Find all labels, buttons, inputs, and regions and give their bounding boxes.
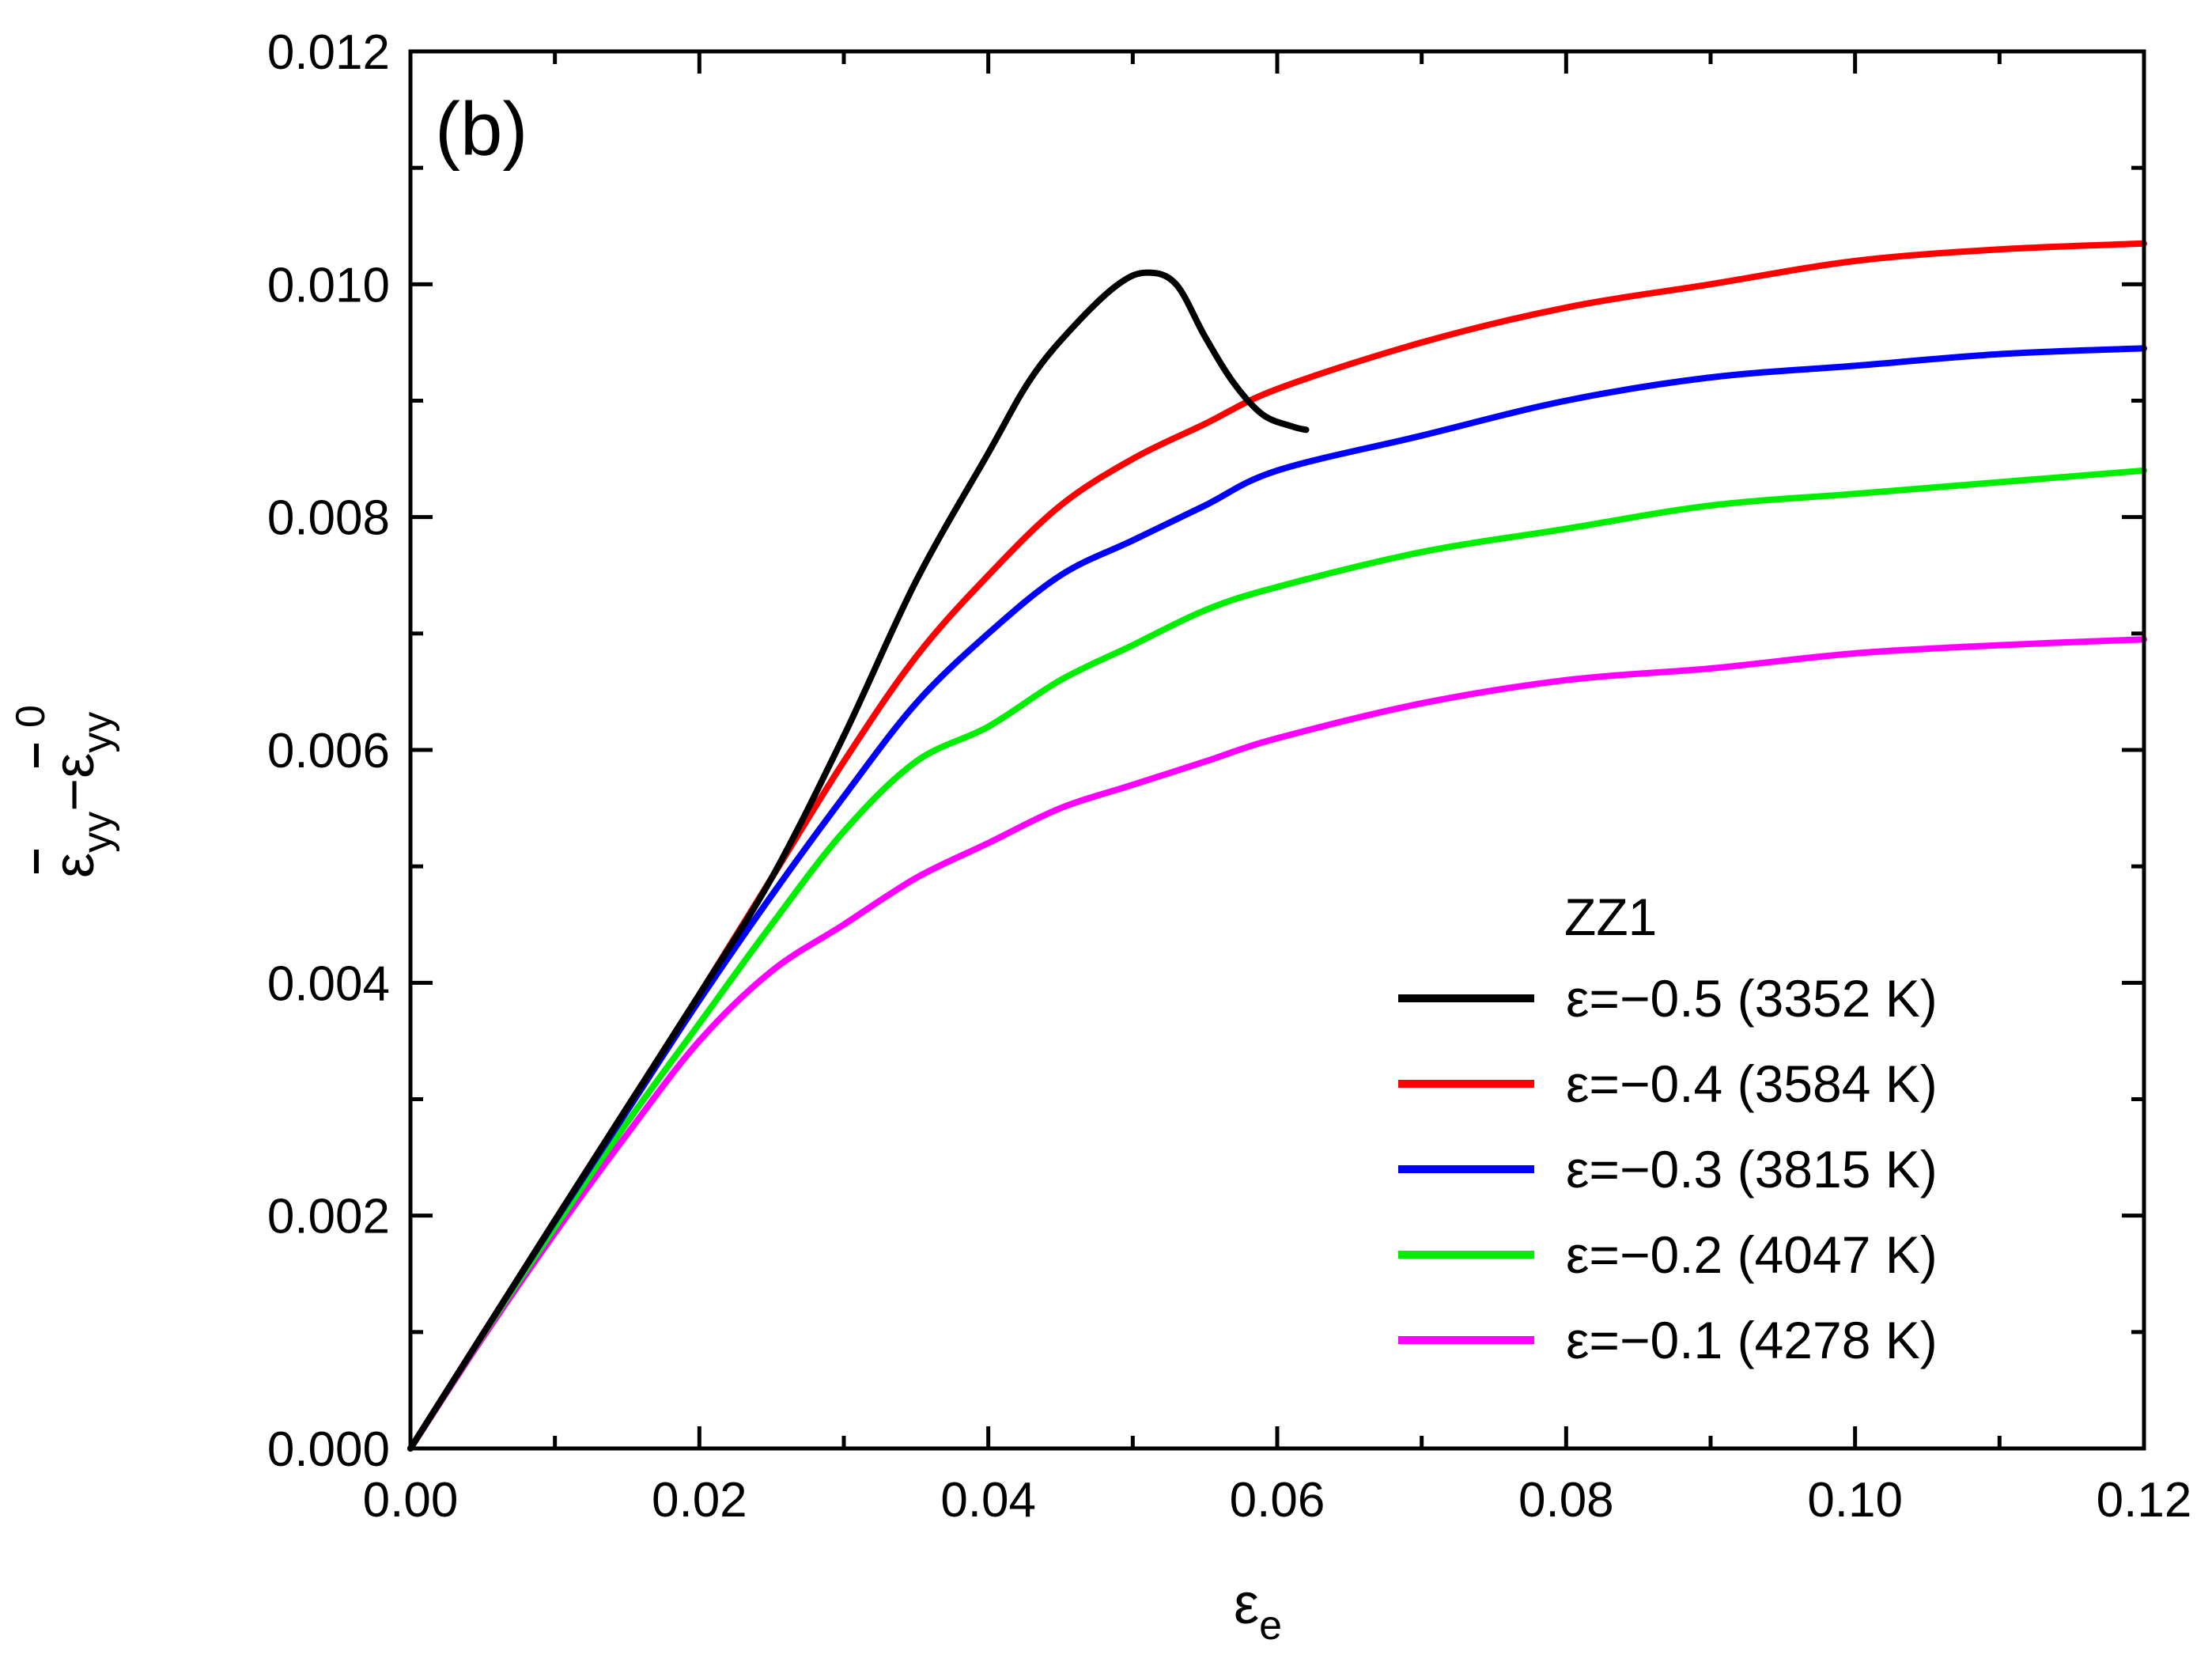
- y-tick-label: 0.000: [267, 1422, 390, 1477]
- y-tick-label: 0.008: [267, 491, 390, 546]
- x-tick-label: 0.04: [940, 1473, 1036, 1528]
- y-axis-title-eps1: ε: [43, 853, 106, 878]
- y-tick-label: 0.002: [267, 1190, 390, 1244]
- y-tick-label: 0.004: [267, 956, 390, 1011]
- series-line-1: [407, 269, 1310, 1452]
- x-tick-label: 0.02: [652, 1473, 747, 1528]
- y-axis-title-eps2: ε: [43, 753, 106, 778]
- x-tick-label: 0.00: [363, 1473, 459, 1528]
- legend-label-4: ε=−0.2 (4047 K): [1566, 1225, 1938, 1284]
- x-tick-label: 0.10: [1807, 1473, 1903, 1528]
- series-line-5: [407, 636, 2147, 1452]
- panel-label: (b): [435, 87, 527, 172]
- svg-text:εyy−εyy: εyy−εyy: [43, 712, 120, 878]
- series-layer: [407, 240, 2147, 1452]
- tick-labels: 0.00 0.02 0.04 0.06 0.08 0.10 0.12 0.000 0.002 0.…: [267, 25, 2191, 1528]
- plot-frame: [408, 49, 2146, 1451]
- x-tick-label: 0.08: [1518, 1473, 1614, 1528]
- y-tick-label: 0.010: [267, 258, 390, 312]
- legend-label-5: ε=−0.1 (4278 K): [1566, 1311, 1938, 1369]
- x-axis-title-symbol: ε: [1234, 1573, 1259, 1636]
- y-axis-title: εyy−εyy 0: [8, 705, 120, 878]
- legend-label-2: ε=−0.4 (3584 K): [1566, 1055, 1938, 1113]
- x-tick-label: 0.12: [2097, 1473, 2192, 1528]
- legend: ZZ1 ε=−0.5 (3352 K) ε=−0.4 (3584 K) ε=−0.3…: [1398, 888, 1938, 1369]
- y-tick-label: 0.006: [267, 724, 390, 778]
- y-axis-title-sub2: yy: [74, 712, 120, 753]
- y-axis-title-sup2: 0: [8, 705, 54, 728]
- y-axis-title-minus: −: [43, 778, 106, 812]
- x-axis-title-sub: e: [1259, 1603, 1282, 1649]
- x-tick-label: 0.06: [1230, 1473, 1325, 1528]
- y-axis-title-sub1: yy: [74, 812, 120, 853]
- legend-title: ZZ1: [1564, 888, 1657, 946]
- y-tick-label: 0.012: [267, 25, 390, 80]
- legend-label-1: ε=−0.5 (3352 K): [1566, 969, 1938, 1028]
- x-axis-title: εe: [1234, 1573, 1282, 1649]
- legend-label-3: ε=−0.3 (3815 K): [1566, 1140, 1938, 1198]
- series-line-4: [407, 467, 2147, 1452]
